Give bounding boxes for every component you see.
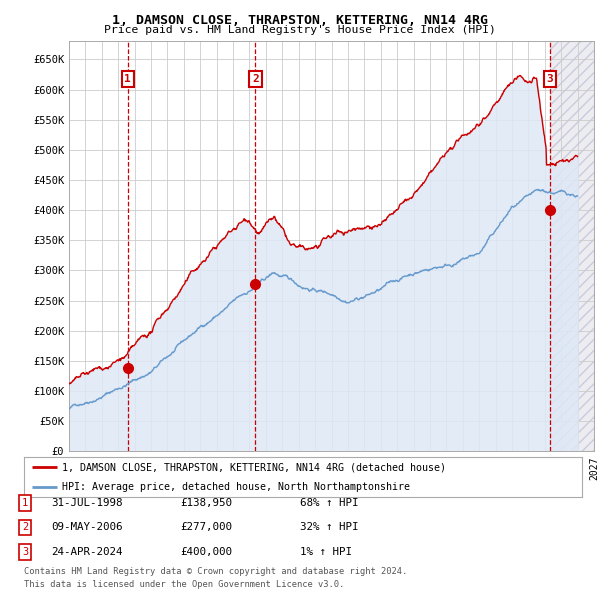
- Bar: [550, 41, 594, 451]
- Bar: [550, 41, 594, 451]
- Text: 2: 2: [22, 523, 28, 532]
- Text: £277,000: £277,000: [180, 523, 232, 532]
- Text: Price paid vs. HM Land Registry's House Price Index (HPI): Price paid vs. HM Land Registry's House …: [104, 25, 496, 35]
- Text: 24-APR-2024: 24-APR-2024: [51, 548, 122, 557]
- Text: £400,000: £400,000: [180, 548, 232, 557]
- Text: £138,950: £138,950: [180, 498, 232, 507]
- Text: 3: 3: [22, 548, 28, 557]
- Text: 68% ↑ HPI: 68% ↑ HPI: [300, 498, 359, 507]
- Text: 2: 2: [252, 74, 259, 84]
- Text: 32% ↑ HPI: 32% ↑ HPI: [300, 523, 359, 532]
- Text: HPI: Average price, detached house, North Northamptonshire: HPI: Average price, detached house, Nort…: [62, 483, 410, 492]
- Text: 1, DAMSON CLOSE, THRAPSTON, KETTERING, NN14 4RG: 1, DAMSON CLOSE, THRAPSTON, KETTERING, N…: [112, 14, 488, 27]
- Text: Contains HM Land Registry data © Crown copyright and database right 2024.: Contains HM Land Registry data © Crown c…: [24, 566, 407, 576]
- Text: 1: 1: [124, 74, 131, 84]
- Text: This data is licensed under the Open Government Licence v3.0.: This data is licensed under the Open Gov…: [24, 579, 344, 589]
- Text: 3: 3: [547, 74, 553, 84]
- Text: 1% ↑ HPI: 1% ↑ HPI: [300, 548, 352, 557]
- Text: 31-JUL-1998: 31-JUL-1998: [51, 498, 122, 507]
- Text: 1: 1: [22, 498, 28, 507]
- Text: 09-MAY-2006: 09-MAY-2006: [51, 523, 122, 532]
- Text: 1, DAMSON CLOSE, THRAPSTON, KETTERING, NN14 4RG (detached house): 1, DAMSON CLOSE, THRAPSTON, KETTERING, N…: [62, 463, 446, 472]
